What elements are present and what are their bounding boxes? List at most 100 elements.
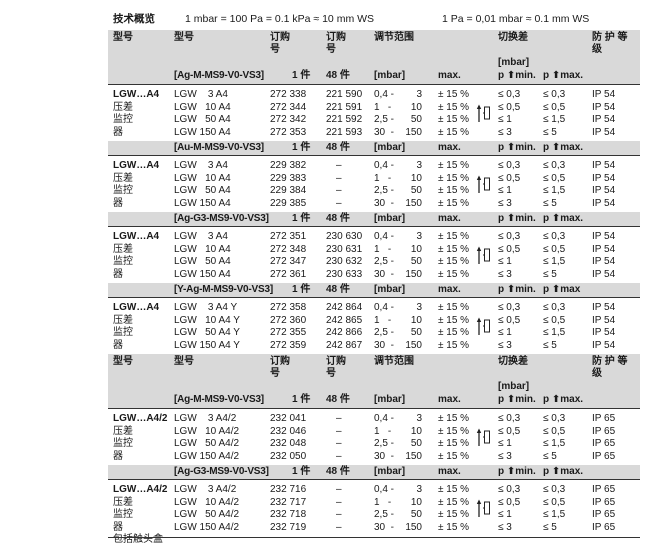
diff-max-cell: ≤ 0,5 (543, 425, 566, 437)
tolerance-cell: ± 15 % (438, 89, 470, 100)
order-1-cell: 272 344 (270, 101, 307, 113)
order-48-cell: – (336, 185, 342, 197)
type-cell: LGW 150 A4 (174, 268, 231, 280)
order-48-cell: 230 632 (326, 256, 363, 268)
max-label: max. (438, 70, 461, 81)
qty-1-label: 1 件 (292, 213, 311, 224)
range-high-cell: 3 (416, 160, 422, 171)
pressure-switch-symbol-icon (476, 245, 492, 270)
group-label: 器 (113, 339, 123, 351)
qty-48-label: 48 件 (326, 466, 350, 477)
group-label: 器 (113, 521, 123, 533)
tolerance-cell: ± 15 % (438, 126, 470, 138)
order-1-cell: 272 359 (270, 339, 307, 351)
group-label: 监控 (113, 185, 133, 197)
range-high-cell: 3 (416, 302, 422, 313)
protection-cell: IP 54 (592, 327, 616, 339)
tolerance-cell: ± 15 % (438, 314, 470, 326)
range-low-cell: 1 - (374, 425, 392, 437)
protection-cell: IP 54 (592, 114, 616, 126)
header-protection: 防 护 等 级 (592, 32, 628, 55)
order-48-cell: – (336, 413, 342, 424)
protection-cell: IP 54 (592, 160, 616, 171)
range-low-cell: 2,5 - (374, 438, 395, 450)
type-cell: LGW 10 A4 Y (174, 314, 240, 326)
order-1-cell: 272 338 (270, 89, 307, 100)
range-high-cell: 10 (410, 314, 422, 326)
order-1-cell: 232 719 (270, 521, 307, 533)
table-row: LGW 150 A4/2 232 719 – 30 - 150 ± 15 % ≤ 3 ≤ 5 I… (108, 522, 640, 535)
header-switch-diff: 切换差 (498, 356, 528, 367)
group-label: 器 (113, 126, 123, 138)
group-label: 压差 (113, 425, 133, 437)
type-cell: LGW 150 A4/2 (174, 521, 240, 533)
group-label: 压差 (113, 101, 133, 113)
diff-min-cell: ≤ 0,5 (498, 172, 521, 184)
tolerance-cell: ± 15 % (438, 302, 470, 313)
protection-cell: IP 54 (592, 314, 616, 326)
variant-band: [Ag-G3-MS9-V0-VS3] 1 件 48 件 [mbar] max. p ⬆mi… (108, 465, 640, 480)
header-model: 型号 (113, 356, 133, 367)
type-cell: LGW 50 A4 (174, 185, 231, 197)
tolerance-cell: ± 15 % (438, 413, 470, 424)
range-low-cell: 2,5 - (374, 256, 395, 268)
p-max-label: p ⬆max. (543, 466, 584, 477)
order-1-cell: 272 342 (270, 114, 307, 126)
order-48-cell: – (336, 509, 342, 521)
range-unit-label: [mbar] (374, 394, 406, 405)
range-low-cell: 1 - (374, 172, 392, 184)
p-min-label: p ⬆min. (498, 70, 536, 81)
header-range: 调节范围 (374, 356, 414, 367)
table-row: LGW 10 A4 272 344 221 591 1 - 10 ± 15 % ≤ 0,5 ≤… (108, 102, 640, 115)
product-group: LGW…A4/2 压差 监控器 LGW 3 A4/2 232 041 – 0,4 - 3 ± 1… (108, 409, 640, 465)
range-high-cell: 10 (410, 101, 422, 113)
order-48-cell: 230 633 (326, 268, 363, 280)
section-title: 技术概览 (113, 13, 155, 25)
group-label: LGW…A4 (113, 89, 160, 100)
table-row: LGW 3 A4/2 232 716 – 0,4 - 3 ± 15 % ≤ 0,3 ≤ 0,3… (108, 484, 640, 497)
type-cell: LGW 10 A4 (174, 101, 231, 113)
diff-max-cell: ≤ 0,3 (543, 160, 566, 171)
diff-max-cell: ≤ 0,5 (543, 243, 566, 255)
range-unit-label: [mbar] (374, 213, 406, 224)
max-label: max. (438, 466, 461, 477)
type-cell: LGW 50 A4 (174, 114, 231, 126)
type-cell: LGW 3 A4/2 (174, 413, 237, 424)
range-high-cell: 150 (405, 521, 422, 533)
variant-label: [Au-M-MS9-V0-VS3] (174, 142, 264, 153)
range-high-cell: 150 (405, 450, 422, 462)
range-high-cell: 150 (405, 197, 422, 209)
order-48-cell: 221 591 (326, 101, 363, 113)
table-row: LGW 10 A4 Y 272 360 242 865 1 - 10 ± 15 % ≤ 0,… (108, 315, 640, 328)
range-low-cell: 2,5 - (374, 185, 395, 197)
diff-max-cell: ≤ 0,3 (543, 484, 566, 495)
order-48-cell: 230 630 (326, 231, 363, 242)
protection-cell: IP 65 (592, 413, 616, 424)
order-48-cell: – (336, 450, 342, 462)
diff-min-cell: ≤ 0,3 (498, 231, 521, 242)
tolerance-cell: ± 15 % (438, 438, 470, 450)
table-row: LGW 50 A4 272 347 230 632 2,5 - 50 ± 15 % ≤ 1 ≤… (108, 256, 640, 269)
diff-max-cell: ≤ 1,5 (543, 256, 566, 268)
range-low-cell: 2,5 - (374, 509, 395, 521)
order-1-cell: 272 347 (270, 256, 307, 268)
diff-min-cell: ≤ 0,5 (498, 243, 521, 255)
range-low-cell: 30 - (374, 197, 395, 209)
header-type: 型号 (174, 356, 194, 367)
type-cell: LGW 150 A4 (174, 126, 231, 138)
range-low-cell: 30 - (374, 268, 395, 280)
variant-label: [Y-Ag-M-MS9-V0-VS3] (174, 284, 273, 295)
order-1-cell: 272 355 (270, 327, 307, 339)
table-row: LGW 10 A4/2 232 046 – 1 - 10 ± 15 % ≤ 0,5 ≤ 0,5… (108, 426, 640, 439)
group-label: 监控 (113, 256, 133, 268)
diff-max-cell: ≤ 0,5 (543, 314, 566, 326)
order-1-cell: 229 383 (270, 172, 307, 184)
header-order-1: 订购 号 (270, 32, 290, 55)
order-48-cell: – (336, 484, 342, 495)
variant-label: [Ag-M-MS9-V0-VS3] (174, 394, 264, 405)
range-unit-label: [mbar] (374, 284, 406, 295)
table-row: LGW 3 A4 229 382 – 0,4 - 3 ± 15 % ≤ 0,3 ≤ 0,3 IP… (108, 160, 640, 173)
type-cell: LGW 50 A4/2 (174, 438, 240, 450)
qty-48-label: 48 件 (326, 142, 350, 153)
group-label: 压差 (113, 243, 133, 255)
